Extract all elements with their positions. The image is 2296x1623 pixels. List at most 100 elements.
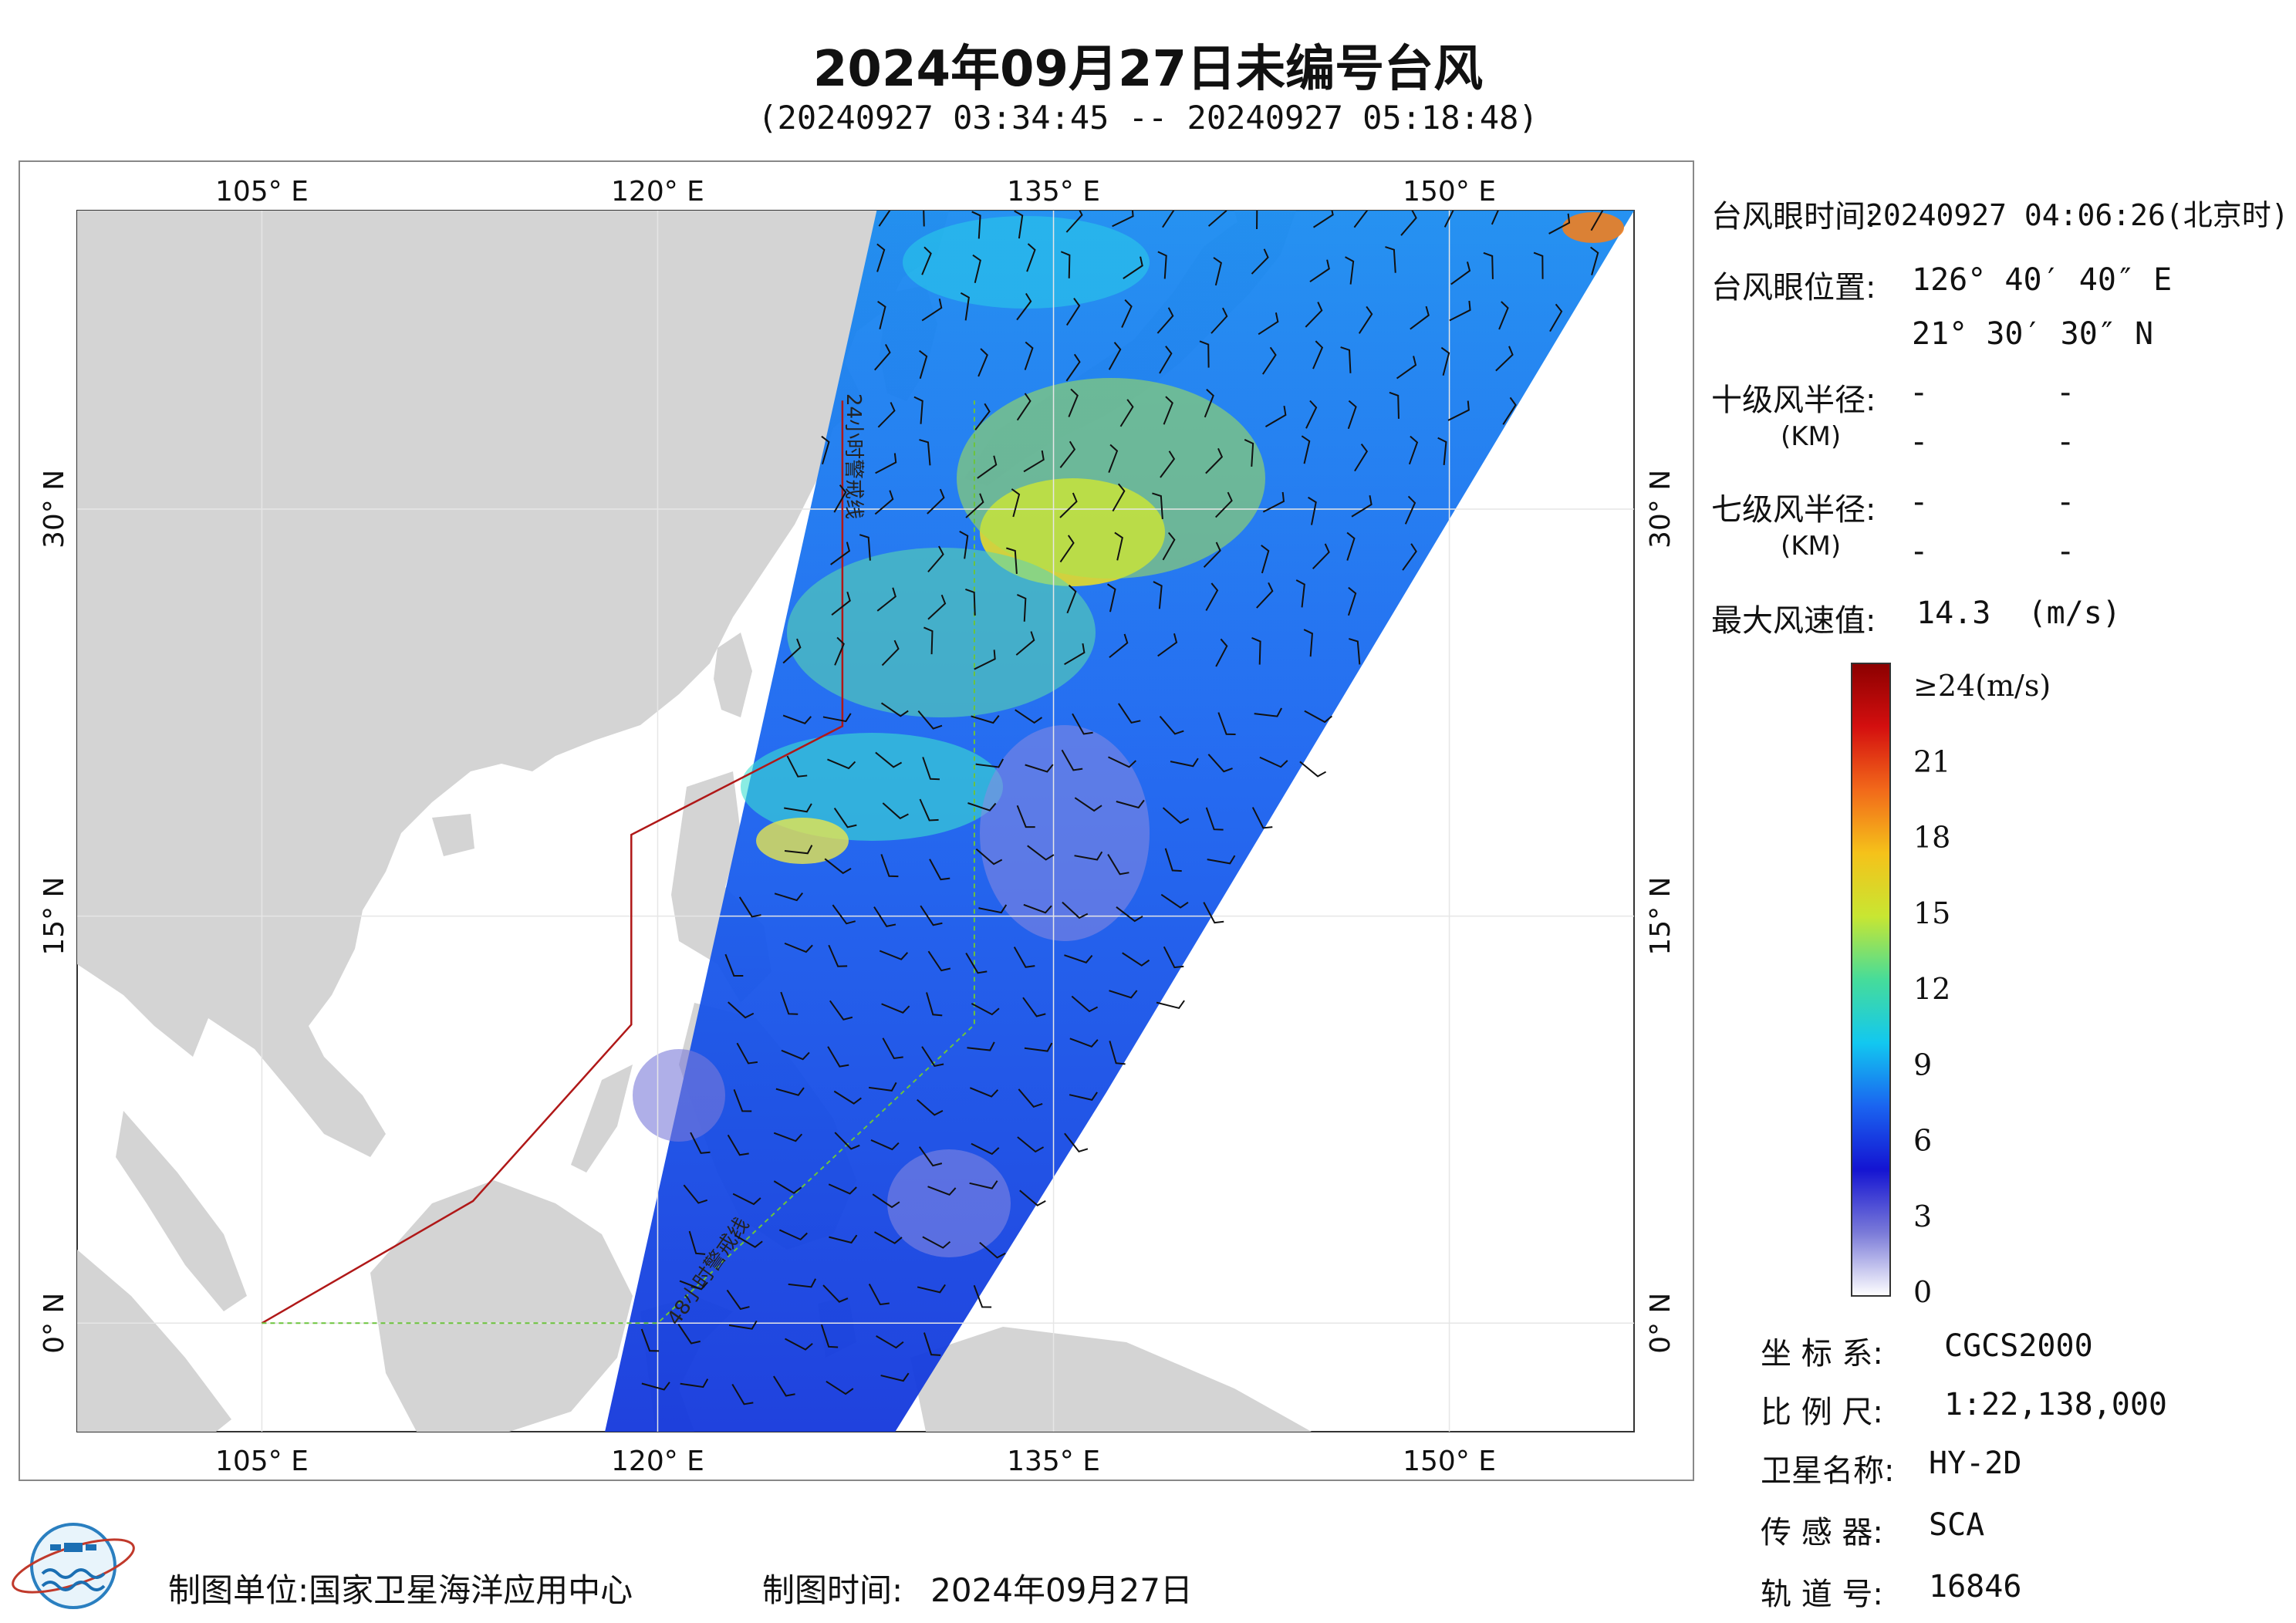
wind-barb — [882, 1038, 903, 1060]
wind-barb — [822, 1284, 849, 1303]
colorbar-label: 3 — [1913, 1200, 1932, 1233]
lat-labels-left: 0° N 15° N 30° N — [39, 470, 70, 1354]
wind-barb — [782, 714, 812, 724]
wind-patch-calm-3 — [633, 1049, 725, 1142]
wind-barb — [824, 858, 852, 875]
wind-barb — [1017, 1136, 1045, 1153]
wind-barb — [1304, 710, 1333, 724]
wind-barb — [1301, 435, 1311, 464]
wind-barb — [1351, 495, 1373, 518]
wind-barb — [927, 545, 944, 573]
wind-barb — [1064, 1132, 1089, 1153]
wind-barb — [677, 1324, 701, 1345]
map-frame — [19, 160, 1694, 1481]
wind-barb — [1109, 1041, 1126, 1065]
wind-barb — [1251, 807, 1273, 829]
wind-barb — [876, 587, 896, 612]
wind-barb — [690, 1132, 711, 1154]
wind-barb — [921, 246, 932, 275]
wind-barb — [734, 1234, 763, 1248]
r7-value-1: - — [1913, 484, 1925, 520]
wind-barb — [1112, 483, 1126, 512]
lon-labels-bottom: 105° E 120° E 135° E 150° E — [215, 1446, 1496, 1477]
eye-latitude: 21° 30′ 30″ N — [1912, 316, 2154, 352]
wind-barb — [1022, 997, 1046, 1017]
wind-barb — [1210, 307, 1228, 334]
scale-label: 比 例 尺: — [1761, 1395, 1883, 1430]
wind-barb — [834, 1132, 860, 1150]
wind-barb — [833, 1090, 862, 1105]
wind-barb — [1119, 399, 1134, 427]
wind-barb — [1400, 211, 1417, 236]
wind-barb — [927, 950, 951, 972]
wind-barb — [1404, 495, 1416, 525]
wind-barb — [680, 1378, 709, 1388]
wind-barb — [1410, 305, 1430, 330]
wind-barb — [820, 1324, 839, 1348]
wind-barb — [1449, 300, 1471, 322]
wind-barb — [773, 1375, 795, 1397]
wind-barb — [921, 1046, 944, 1068]
wind-barb — [1244, 439, 1254, 467]
wind-barb — [1061, 749, 1083, 771]
lat-tick-label-right: 30° N — [1645, 470, 1676, 548]
wind-barb — [1018, 1088, 1043, 1108]
wind-barb — [878, 211, 891, 227]
wind-barb — [919, 798, 939, 822]
orbit-label: 轨 道 号: — [1761, 1577, 1883, 1612]
wind-barb — [1437, 437, 1447, 465]
wind-barb — [1068, 388, 1079, 417]
wind-barb — [781, 1049, 810, 1061]
warning-line-24h — [261, 400, 844, 1324]
footer-unit: 制图单位:国家卫星海洋应用中心 — [168, 1564, 633, 1611]
crs-label: 坐 标 系: — [1761, 1336, 1883, 1372]
lat-tick-label-right: 15° N — [1645, 877, 1676, 956]
wind-barb — [1023, 903, 1052, 914]
wind-barb — [834, 636, 845, 666]
wind-barb — [1118, 703, 1141, 724]
wind-barb — [1303, 629, 1313, 657]
wind-barb — [971, 211, 981, 239]
wind-barb — [1590, 246, 1599, 275]
wind-barb — [784, 803, 812, 813]
wind-barb — [1358, 305, 1373, 334]
wind-barb — [969, 1180, 998, 1189]
wind-barb — [1254, 707, 1283, 717]
land-malaya — [116, 1111, 247, 1311]
wind-barb — [773, 1180, 802, 1194]
footer-unit-value: 国家卫星海洋应用中心 — [309, 1571, 633, 1609]
colorbar-label: 18 — [1913, 821, 1950, 855]
wind-barb — [1340, 346, 1352, 373]
wind-barb — [1347, 586, 1357, 616]
wind-barb — [1065, 211, 1083, 233]
wind-barb — [727, 1134, 749, 1156]
wind-barb — [960, 292, 970, 321]
wind-barb — [736, 1042, 758, 1065]
wind-barb — [1108, 444, 1119, 473]
land-taiwan — [714, 633, 752, 717]
wind-barb — [917, 1284, 946, 1294]
wind-barb — [967, 802, 997, 812]
wind-barb — [1256, 211, 1258, 230]
logo-globe — [30, 1523, 116, 1609]
wind-barb — [971, 714, 1000, 724]
wind-barb — [868, 1284, 890, 1306]
wind-barb — [920, 905, 943, 926]
eye-position-label: 台风眼位置: — [1711, 270, 1876, 305]
wind-barb — [728, 1320, 758, 1330]
wind-barb — [1015, 709, 1043, 724]
lat-tick-label-left: 15° N — [39, 877, 70, 956]
wind-barb — [780, 991, 799, 1015]
wind-barb — [1108, 342, 1122, 370]
wind-barb — [1059, 440, 1076, 468]
wind-barb — [1060, 251, 1071, 278]
eye-longitude: 126° 40′ 40″ E — [1912, 262, 2173, 298]
wind-barb — [929, 859, 950, 881]
wind-barb — [1162, 211, 1175, 228]
map-title: 2024年09月27日未编号台风 — [812, 41, 1484, 98]
wind-barb — [778, 1229, 808, 1241]
wind-barb — [1256, 582, 1274, 609]
wind-barb — [1408, 435, 1419, 465]
wind-barb — [1121, 299, 1133, 328]
